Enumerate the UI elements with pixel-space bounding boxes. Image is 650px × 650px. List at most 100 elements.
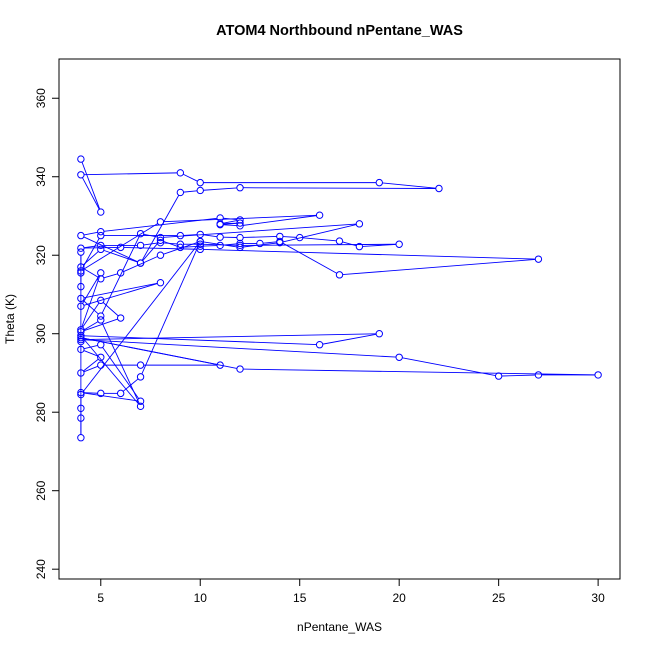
- series-line-segment: [342, 241, 357, 247]
- series-line-segment: [82, 337, 139, 405]
- series-line-segment: [84, 392, 98, 394]
- series-line-segment: [83, 345, 98, 350]
- y-tick-label: 320: [34, 245, 48, 265]
- data-point-marker: [216, 361, 224, 369]
- series-line-segment: [83, 350, 98, 357]
- data-point-marker: [77, 337, 85, 346]
- series-line-segment: [81, 177, 100, 210]
- data-point-marker: [196, 240, 204, 248]
- data-point-marker: [77, 231, 85, 240]
- data-point-marker: [77, 302, 85, 310]
- series-line-segment: [83, 318, 118, 332]
- series-line-segment: [83, 321, 99, 331]
- data-point-marker: [435, 184, 443, 193]
- data-point-marker: [136, 229, 145, 238]
- data-point-marker: [196, 186, 204, 195]
- data-point-marker: [196, 242, 204, 250]
- series-line-segment: [142, 242, 159, 261]
- series-line-segment: [263, 241, 277, 244]
- series-line-segment: [302, 237, 337, 242]
- data-point-marker: [77, 269, 85, 277]
- data-point-marker: [196, 178, 204, 187]
- data-point-marker: [97, 389, 105, 398]
- series-line-segment: [82, 275, 100, 304]
- data-point-marker: [236, 216, 244, 224]
- data-point-marker: [176, 169, 185, 177]
- y-axis-label: Theta (K): [3, 294, 17, 344]
- series-line-segment: [243, 187, 436, 189]
- series-line-segment: [83, 223, 158, 270]
- data-point-marker: [375, 330, 383, 338]
- data-point-marker: [136, 397, 145, 405]
- data-point-marker: [116, 269, 125, 277]
- x-tick-label: 25: [492, 591, 506, 605]
- series-line-segment: [103, 249, 138, 263]
- data-point-marker: [97, 341, 105, 349]
- x-tick-label: 5: [97, 591, 104, 605]
- series-line-segment: [183, 245, 198, 248]
- data-point-marker: [375, 178, 383, 187]
- data-point-marker: [236, 365, 244, 373]
- data-point-marker: [395, 353, 403, 361]
- data-point-marker: [77, 294, 85, 303]
- series-layer: [77, 155, 602, 442]
- data-point-marker: [236, 219, 244, 227]
- series-line-segment: [362, 243, 397, 247]
- series-line-segment: [141, 244, 200, 375]
- data-point-marker: [97, 312, 105, 320]
- series-line-segment: [342, 258, 536, 276]
- x-axis: 5 10 15 20 25 30: [97, 578, 605, 605]
- data-point-marker: [97, 231, 105, 240]
- x-axis-label: nPentane_WAS: [297, 620, 382, 634]
- series-line-segment: [123, 247, 198, 250]
- series-line-segment: [103, 273, 118, 279]
- series-line-segment: [163, 223, 357, 238]
- data-point-marker: [116, 314, 125, 322]
- x-tick-label: 30: [591, 591, 605, 605]
- data-point-marker: [534, 255, 543, 263]
- data-point-marker: [97, 296, 105, 305]
- series-line-segment: [83, 392, 138, 402]
- data-point-marker: [77, 369, 85, 377]
- data-point-marker: [77, 345, 85, 354]
- series-line-segment: [83, 282, 158, 299]
- data-point-marker: [77, 333, 85, 342]
- y-tick-label: 240: [34, 559, 48, 579]
- series-line-segment: [203, 234, 218, 238]
- data-point-marker: [77, 390, 85, 399]
- series-line-segment: [84, 246, 118, 249]
- data-point-marker: [97, 275, 105, 283]
- series-line-segment: [83, 268, 99, 278]
- data-point-marker: [236, 241, 244, 250]
- data-point-marker: [315, 341, 324, 349]
- data-point-marker: [594, 371, 602, 379]
- data-point-marker: [77, 328, 85, 336]
- series-line-segment: [84, 335, 317, 346]
- data-point-marker: [77, 388, 85, 397]
- series-line-segment: [84, 172, 178, 176]
- chart-title: ATOM4 Northbound nPentane_WAS: [216, 23, 463, 39]
- series-line-segment: [82, 302, 100, 328]
- series-line-segment: [163, 240, 178, 247]
- data-point-marker: [534, 371, 543, 379]
- series-line-segment: [322, 333, 377, 345]
- data-point-marker: [77, 414, 85, 422]
- series-line-segment: [203, 248, 536, 260]
- data-point-marker: [216, 241, 224, 250]
- data-point-marker: [97, 316, 105, 324]
- series-line-segment: [102, 347, 140, 399]
- data-point-marker: [276, 238, 284, 247]
- series-line-segment: [203, 187, 237, 191]
- data-point-marker: [77, 404, 85, 412]
- series-line-segment: [183, 190, 198, 193]
- series-line-segment: [83, 245, 98, 249]
- data-point-marker: [116, 243, 125, 252]
- data-point-marker: [97, 361, 105, 369]
- data-point-marker: [77, 171, 85, 179]
- data-point-marker: [315, 211, 324, 219]
- data-point-marker: [395, 240, 403, 248]
- data-point-marker: [116, 389, 125, 398]
- data-point-marker: [97, 241, 105, 250]
- data-point-marker: [355, 220, 364, 228]
